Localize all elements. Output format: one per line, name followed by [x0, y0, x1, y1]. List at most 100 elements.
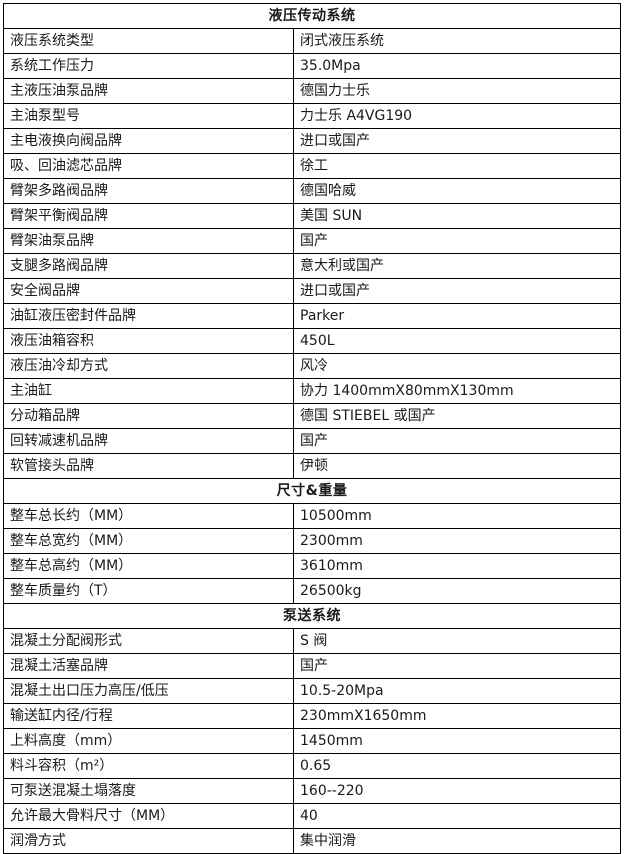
spec-label: 输送缸内径/行程 — [3, 703, 294, 729]
spec-value: 10500mm — [293, 503, 621, 529]
spec-label: 主电液换向阀品牌 — [3, 128, 294, 154]
spec-label: 分动箱品牌 — [3, 403, 294, 429]
spec-value: Parker — [293, 303, 621, 329]
spec-value: 国产 — [293, 653, 621, 679]
table-row: 分动箱品牌 德国 STIEBEL 或国产 — [3, 403, 621, 429]
spec-value: 230mmX1650mm — [293, 703, 621, 729]
spec-label: 主油缸 — [3, 378, 294, 404]
spec-label: 润滑方式 — [3, 828, 294, 854]
spec-label: 可泵送混凝土塌落度 — [3, 778, 294, 804]
table-row: 支腿多路阀品牌 意大利或国产 — [3, 253, 621, 279]
table-row: 整车总长约（MM） 10500mm — [3, 503, 621, 529]
spec-label: 混凝土分配阀形式 — [3, 628, 294, 654]
spec-label: 吸、回油滤芯品牌 — [3, 153, 294, 179]
spec-label: 整车总宽约（MM） — [3, 528, 294, 554]
table-row: 整车总高约（MM） 3610mm — [3, 553, 621, 579]
spec-label: 臂架平衡阀品牌 — [3, 203, 294, 229]
spec-label: 软管接头品牌 — [3, 453, 294, 479]
spec-label: 支腿多路阀品牌 — [3, 253, 294, 279]
spec-value: 德国哈威 — [293, 178, 621, 204]
table-row: 油缸液压密封件品牌 Parker — [3, 303, 621, 329]
spec-value: 10.5-20Mpa — [293, 678, 621, 704]
spec-label: 臂架多路阀品牌 — [3, 178, 294, 204]
spec-value: 德国 STIEBEL 或国产 — [293, 403, 621, 429]
section-header-row: 泵送系统 — [3, 603, 621, 629]
table-row: 主油泵型号 力士乐 A4VG190 — [3, 103, 621, 129]
table-row: 液压油箱容积 450L — [3, 328, 621, 354]
spec-value: 35.0Mpa — [293, 53, 621, 79]
spec-value: 集中润滑 — [293, 828, 621, 854]
spec-value: 闭式液压系统 — [293, 28, 621, 54]
table-row: 允许最大骨料尺寸（MM） 40 — [3, 803, 621, 829]
spec-value: 伊顿 — [293, 453, 621, 479]
table-row: 混凝土出口压力高压/低压 10.5-20Mpa — [3, 678, 621, 704]
table-row: 混凝土分配阀形式 S 阀 — [3, 628, 621, 654]
spec-value: 美国 SUN — [293, 203, 621, 229]
table-row: 主电液换向阀品牌 进口或国产 — [3, 128, 621, 154]
spec-value: 国产 — [293, 428, 621, 454]
spec-label: 允许最大骨料尺寸（MM） — [3, 803, 294, 829]
table-row: 整车质量约（T） 26500kg — [3, 578, 621, 604]
table-row: 软管接头品牌 伊顿 — [3, 453, 621, 479]
table-row: 臂架油泵品牌 国产 — [3, 228, 621, 254]
spec-value: 国产 — [293, 228, 621, 254]
spec-value: 1450mm — [293, 728, 621, 754]
spec-value: 风冷 — [293, 353, 621, 379]
spec-value: 进口或国产 — [293, 278, 621, 304]
table-row: 主油缸 协力 1400mmX80mmX130mm — [3, 378, 621, 404]
spec-label: 混凝土活塞品牌 — [3, 653, 294, 679]
spec-value: 0.65 — [293, 753, 621, 779]
spec-value: 意大利或国产 — [293, 253, 621, 279]
spec-label: 油缸液压密封件品牌 — [3, 303, 294, 329]
table-row: 输送缸内径/行程 230mmX1650mm — [3, 703, 621, 729]
spec-label: 整车质量约（T） — [3, 578, 294, 604]
table-row: 润滑方式 集中润滑 — [3, 828, 621, 854]
table-row: 回转减速机品牌 国产 — [3, 428, 621, 454]
section-title: 尺寸&重量 — [3, 478, 621, 504]
table-row: 臂架多路阀品牌 德国哈威 — [3, 178, 621, 204]
spec-label: 主油泵型号 — [3, 103, 294, 129]
section-header-row: 尺寸&重量 — [3, 478, 621, 504]
table-row: 主液压油泵品牌 德国力士乐 — [3, 78, 621, 104]
table-row: 液压油冷却方式 风冷 — [3, 353, 621, 379]
specification-sheet: 液压传动系统 液压系统类型 闭式液压系统 系统工作压力 35.0Mpa 主液压油泵品牌 德国… — [3, 3, 621, 854]
spec-value: 德国力士乐 — [293, 78, 621, 104]
spec-label: 臂架油泵品牌 — [3, 228, 294, 254]
spec-label: 回转减速机品牌 — [3, 428, 294, 454]
table-row: 混凝土活塞品牌 国产 — [3, 653, 621, 679]
section-title: 液压传动系统 — [3, 3, 621, 29]
spec-value: 3610mm — [293, 553, 621, 579]
specification-table: 液压传动系统 液压系统类型 闭式液压系统 系统工作压力 35.0Mpa 主液压油泵品牌 德国… — [3, 3, 621, 854]
section-title: 泵送系统 — [3, 603, 621, 629]
section-header-row: 液压传动系统 — [3, 3, 621, 29]
spec-label: 整车总高约（MM） — [3, 553, 294, 579]
spec-value: 450L — [293, 328, 621, 354]
spec-value: 协力 1400mmX80mmX130mm — [293, 378, 621, 404]
spec-label: 液压油箱容积 — [3, 328, 294, 354]
table-body: 液压传动系统 液压系统类型 闭式液压系统 系统工作压力 35.0Mpa 主液压油泵品牌 德国… — [3, 3, 621, 854]
spec-label: 主液压油泵品牌 — [3, 78, 294, 104]
spec-value: 26500kg — [293, 578, 621, 604]
table-row: 可泵送混凝土塌落度 160--220 — [3, 778, 621, 804]
spec-label: 混凝土出口压力高压/低压 — [3, 678, 294, 704]
table-row: 料斗容积（m²） 0.65 — [3, 753, 621, 779]
table-row: 臂架平衡阀品牌 美国 SUN — [3, 203, 621, 229]
spec-label: 整车总长约（MM） — [3, 503, 294, 529]
spec-value: 40 — [293, 803, 621, 829]
spec-value: 进口或国产 — [293, 128, 621, 154]
spec-value: 力士乐 A4VG190 — [293, 103, 621, 129]
table-row: 系统工作压力 35.0Mpa — [3, 53, 621, 79]
spec-label: 液压油冷却方式 — [3, 353, 294, 379]
spec-value: S 阀 — [293, 628, 621, 654]
table-row: 上料高度（mm） 1450mm — [3, 728, 621, 754]
table-row: 整车总宽约（MM） 2300mm — [3, 528, 621, 554]
spec-value: 160--220 — [293, 778, 621, 804]
table-row: 液压系统类型 闭式液压系统 — [3, 28, 621, 54]
table-row: 吸、回油滤芯品牌 徐工 — [3, 153, 621, 179]
spec-label: 料斗容积（m²） — [3, 753, 294, 779]
spec-label: 上料高度（mm） — [3, 728, 294, 754]
spec-value: 2300mm — [293, 528, 621, 554]
spec-label: 系统工作压力 — [3, 53, 294, 79]
spec-value: 徐工 — [293, 153, 621, 179]
spec-label: 安全阀品牌 — [3, 278, 294, 304]
